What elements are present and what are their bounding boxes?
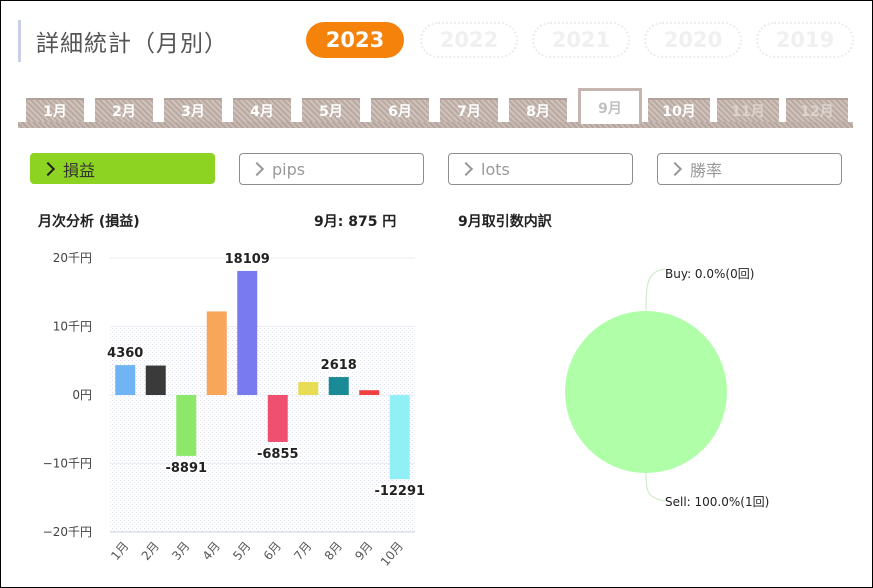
bar [328,377,349,395]
bar-data-label: 2618 [321,358,357,373]
tab-month-12[interactable]: 12月 [786,98,848,122]
tab-month-6[interactable]: 6月 [371,98,429,122]
tab-strip-base [18,122,853,128]
x-tick-label: 6月 [261,539,284,563]
tab-month-2[interactable]: 2月 [95,98,153,122]
x-tick-label: 8月 [322,539,345,563]
year-pill-2020[interactable]: 2020 [644,22,742,58]
year-pill-2021[interactable]: 2021 [532,22,630,58]
chevron-right-icon [458,161,474,177]
y-tick-label: 10千円 [53,320,92,334]
pie-label-buy: Buy: 0.0%(0回) [665,267,754,281]
tab-month-3[interactable]: 3月 [164,98,222,122]
year-pill-2023[interactable]: 2023 [306,22,404,58]
bar [145,365,166,395]
bar [237,270,258,395]
metric-button-label: 損益 [63,160,96,180]
metric-button-winrate[interactable]: 勝率 [657,153,842,185]
month-tab-strip: 1月 2月 3月 4月 5月 6月 7月 8月 9月 10月 11月 12月 [18,88,853,128]
x-tick-label: 5月 [230,539,253,563]
tab-month-11[interactable]: 11月 [717,98,779,122]
pie-label-sell: Sell: 100.0%(1回) [665,495,769,509]
x-tick-label: 4月 [200,539,223,563]
monthly-analysis-title: 月次分析 (損益) [38,214,140,230]
pie-leader-line [645,268,667,312]
x-tick-label: 10月 [378,539,406,569]
y-tick-label: −20千円 [43,525,92,539]
bar [176,395,197,456]
bar [206,311,227,395]
tab-month-7[interactable]: 7月 [440,98,498,122]
tab-month-1[interactable]: 1月 [26,98,84,122]
month-total: 9月: 875 円 [314,214,397,230]
x-tick-label: 9月 [352,539,375,563]
metric-button-label: 勝率 [690,161,723,180]
trade-breakdown-pie-chart: Buy: 0.0%(0回) Sell: 100.0%(1回) [565,267,769,509]
bar [389,395,410,480]
pie-leader-line [645,472,667,502]
plot-grid-background [110,326,415,532]
metric-button-label: lots [481,159,510,179]
chevron-right-icon [40,161,56,176]
bar-data-label: -12291 [374,484,425,499]
y-tick-label: −10千円 [43,457,92,471]
bar-data-label: 4360 [107,346,143,361]
bar [267,395,288,442]
bar [298,381,319,395]
tab-month-4[interactable]: 4月 [233,98,291,122]
bar [115,365,136,395]
monthly-bar-chart: 20千円 10千円 0円 −10千円 −20千円 4360 1月 2月 -8891 3月 4月 181… [43,250,427,569]
y-tick-label: 0円 [72,388,92,402]
bar-data-label: -8891 [165,461,207,476]
x-tick-label: 2月 [139,539,162,563]
chevron-right-icon [249,161,265,177]
x-tick-label: 7月 [291,539,314,563]
chevron-right-icon [667,161,683,177]
y-tick-label: 20千円 [53,251,92,265]
bar-data-label: 18109 [225,252,270,267]
breakdown-title: 9月取引数内訳 [458,214,552,230]
metric-button-lots[interactable]: lots [448,153,633,185]
metric-button-pips[interactable]: pips [239,153,424,185]
pie-slice [565,311,727,473]
metric-button-label: pips [272,159,306,179]
x-tick-label: 1月 [108,539,131,563]
year-pill-2022[interactable]: 2022 [420,22,518,58]
tab-month-9[interactable]: 9月 [578,88,642,124]
bar-data-label: -6855 [257,447,299,462]
bar [359,390,380,395]
tab-month-5[interactable]: 5月 [302,98,360,122]
year-pill-2019[interactable]: 2019 [756,22,854,58]
x-tick-label: 3月 [169,539,192,563]
page-title: 詳細統計（月別） [36,31,228,57]
tab-month-8[interactable]: 8月 [509,98,567,122]
title-bar: 詳細統計（月別） [18,20,227,62]
tab-month-10[interactable]: 10月 [648,98,710,122]
metric-button-profit[interactable]: 損益 [30,153,215,184]
